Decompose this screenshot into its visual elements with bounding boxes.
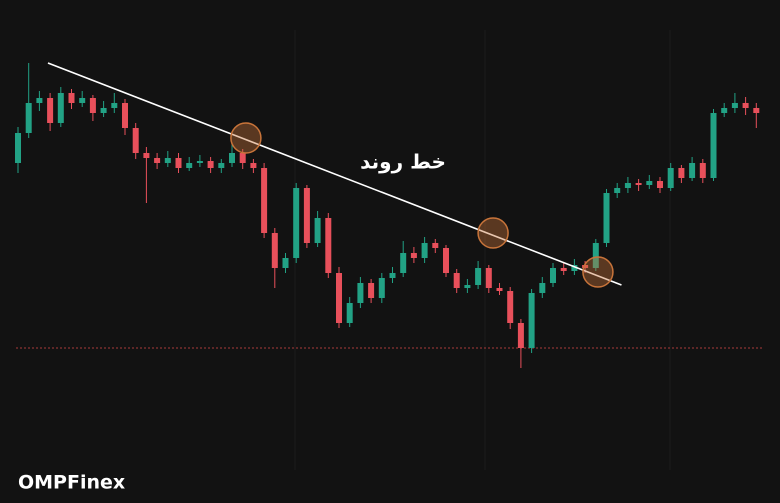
candle-body (582, 265, 589, 268)
candle-body (261, 168, 268, 233)
candle-body (517, 323, 524, 348)
watermark: OMPFinex (18, 472, 125, 494)
candle-body (507, 291, 514, 323)
candle-body (303, 188, 310, 243)
touch-point (230, 122, 262, 154)
candle-body (346, 303, 353, 323)
candle-body (357, 283, 364, 303)
candle-body (89, 98, 96, 113)
trendline-label: خط روند (360, 150, 446, 174)
candle-body (282, 258, 289, 268)
candle-body (47, 98, 54, 123)
candle-body (100, 108, 107, 113)
candle-body (646, 181, 653, 185)
candle-body (432, 243, 439, 248)
candle-body (325, 218, 332, 273)
candle-body (421, 243, 428, 258)
candle-body (250, 163, 257, 168)
candle-body (196, 161, 203, 163)
candle-body (475, 268, 482, 285)
candle-body (57, 93, 64, 123)
candle-body (132, 128, 139, 153)
candle-body (207, 161, 214, 168)
candle-body (186, 163, 193, 168)
trendline (47, 62, 622, 286)
candle-body (721, 108, 728, 113)
candle-body (164, 158, 171, 163)
candle-body (550, 268, 556, 283)
candle-body (710, 113, 717, 178)
candle-body (410, 253, 417, 258)
candle-body (571, 265, 578, 271)
candle-body (678, 168, 685, 178)
candle-body (592, 243, 599, 268)
candle-body (753, 108, 760, 113)
candle-body (25, 103, 32, 133)
candle-body (528, 293, 535, 348)
candle-body (485, 268, 492, 288)
candle-body (389, 273, 396, 278)
candle-body (453, 273, 460, 288)
candle-body (496, 288, 503, 291)
candle-body (731, 103, 738, 108)
candle-body (218, 163, 225, 168)
candle-body (368, 283, 375, 298)
candle-body (624, 183, 631, 188)
candle-body (689, 163, 696, 178)
candle-body (699, 163, 706, 178)
candle-body (635, 183, 642, 185)
candle-body (15, 133, 21, 163)
candle-body (603, 193, 610, 243)
touch-point (582, 256, 614, 288)
candle-body (539, 283, 546, 293)
candle-body (742, 103, 749, 108)
candle-body (239, 153, 246, 163)
candle-body (143, 153, 150, 158)
candle-body (122, 103, 128, 128)
candle-body (614, 188, 621, 193)
candle-body (314, 218, 321, 243)
candle-body (443, 248, 449, 273)
candle-body (111, 103, 118, 108)
candle-body (229, 153, 235, 163)
candle-body (271, 233, 278, 268)
candle-body (657, 181, 663, 188)
candle-body (36, 98, 43, 103)
candle-body (154, 158, 161, 163)
candle-body (667, 168, 674, 188)
candle-body (175, 158, 182, 168)
candle-body (293, 188, 300, 258)
candle-body (464, 285, 471, 288)
candle-body (400, 253, 407, 273)
candle-body (79, 98, 86, 103)
candle-body (560, 268, 567, 271)
candle-body (336, 273, 342, 323)
candle-body (68, 93, 75, 103)
candle-body (378, 278, 385, 298)
touch-point (477, 217, 509, 249)
